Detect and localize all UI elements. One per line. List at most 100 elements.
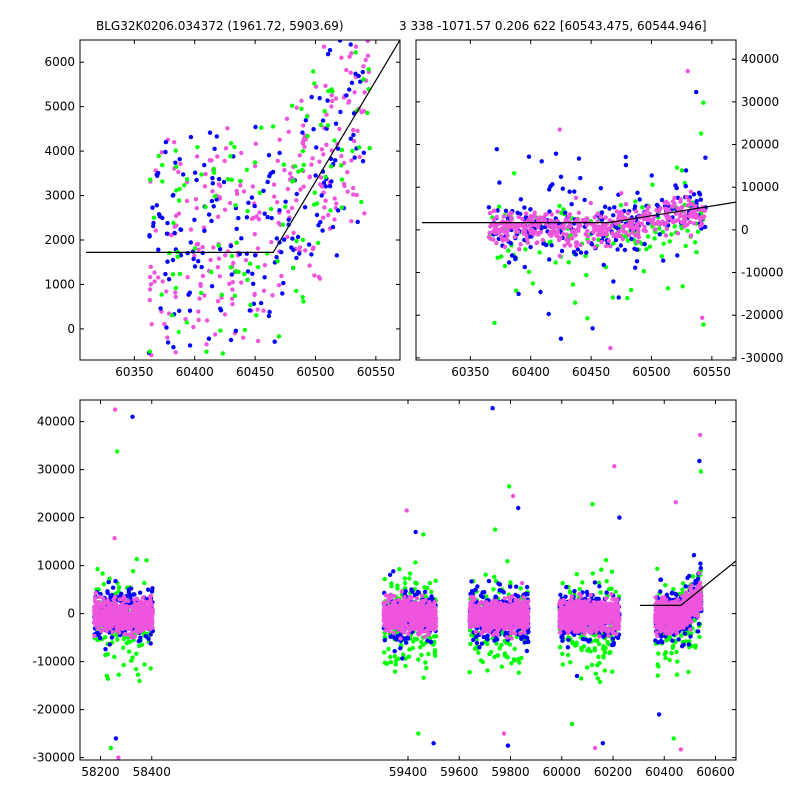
data-point-magenta: [489, 602, 493, 606]
data-point-green: [171, 221, 175, 225]
data-point-magenta: [518, 631, 522, 635]
data-point-blue: [635, 259, 639, 263]
data-point-green: [354, 50, 358, 54]
data-point-blue: [212, 147, 216, 151]
data-point-magenta: [674, 219, 678, 223]
data-point-magenta: [503, 596, 507, 600]
data-point-magenta: [275, 200, 279, 204]
data-point-outlier: [694, 90, 698, 94]
data-point-blue: [210, 176, 214, 180]
data-point-green: [136, 673, 140, 677]
data-point-blue: [335, 253, 339, 257]
data-point-magenta: [529, 231, 533, 235]
data-point-blue: [611, 213, 615, 217]
data-point-green: [199, 172, 203, 176]
data-point-blue: [497, 180, 501, 184]
data-point-green: [329, 164, 333, 168]
data-point-magenta: [196, 242, 200, 246]
data-point-magenta: [235, 189, 239, 193]
data-point-magenta: [148, 275, 152, 279]
data-point-magenta: [127, 613, 131, 617]
data-point-blue: [253, 204, 257, 208]
data-point-blue: [191, 257, 195, 261]
data-point-magenta: [120, 613, 124, 617]
data-point-green: [144, 558, 148, 562]
data-point-magenta: [402, 595, 406, 599]
data-point-magenta: [570, 236, 574, 240]
data-point-magenta: [577, 224, 581, 228]
data-point-magenta: [334, 96, 338, 100]
data-point-green: [397, 567, 401, 571]
data-point-blue: [235, 227, 239, 231]
data-point-green: [275, 259, 279, 263]
data-point-blue: [167, 277, 171, 281]
data-point-blue: [316, 223, 320, 227]
data-point-magenta: [637, 235, 641, 239]
data-point-blue: [522, 205, 526, 209]
data-point-magenta: [688, 211, 692, 215]
data-point-magenta: [627, 233, 631, 237]
data-point-magenta: [555, 209, 559, 213]
data-point-green: [248, 303, 252, 307]
y-tick-label: 0: [67, 322, 75, 336]
data-point-blue: [250, 195, 254, 199]
data-point-magenta: [675, 206, 679, 210]
data-point-green: [575, 572, 579, 576]
data-point-blue: [357, 74, 361, 78]
data-point-blue: [590, 326, 594, 330]
data-point-green: [596, 655, 600, 659]
data-point-magenta: [640, 222, 644, 226]
data-point-magenta: [517, 247, 521, 251]
data-point-blue: [624, 163, 628, 167]
data-point-magenta: [410, 617, 414, 621]
data-point-blue: [325, 98, 329, 102]
data-point-magenta: [239, 151, 243, 155]
data-point-blue: [229, 338, 233, 342]
data-point-blue: [331, 225, 335, 229]
data-point-magenta: [224, 146, 228, 150]
data-point-magenta: [195, 206, 199, 210]
data-point-green: [388, 655, 392, 659]
data-point-magenta: [505, 635, 509, 639]
data-point-blue: [194, 178, 198, 182]
data-point-blue: [131, 592, 135, 596]
data-point-blue: [171, 193, 175, 197]
data-point-magenta: [346, 189, 350, 193]
data-point-green: [383, 577, 387, 581]
data-point-magenta: [227, 282, 231, 286]
data-point-magenta: [599, 215, 603, 219]
y-tick-label: 4000: [44, 144, 75, 158]
data-point-magenta: [473, 597, 477, 601]
data-point-green: [117, 585, 121, 589]
data-point-magenta: [156, 275, 160, 279]
data-point-blue: [149, 641, 153, 645]
data-point-blue: [498, 588, 502, 592]
data-point-magenta: [211, 245, 215, 249]
data-point-magenta: [610, 231, 614, 235]
data-point-magenta: [345, 170, 349, 174]
data-point-blue: [270, 216, 274, 220]
data-point-blue: [234, 329, 238, 333]
data-point-green: [254, 313, 258, 317]
data-point-blue: [151, 221, 155, 225]
data-point-green: [117, 673, 121, 677]
data-point-blue: [110, 635, 114, 639]
data-point-green: [557, 204, 561, 208]
data-point-magenta: [605, 228, 609, 232]
data-point-green: [606, 642, 610, 646]
y-tick-label: -10000: [741, 266, 784, 280]
data-point-blue: [283, 200, 287, 204]
data-point-blue: [388, 573, 392, 577]
data-point-magenta: [627, 222, 631, 226]
data-point-green: [229, 265, 233, 269]
data-point-blue: [281, 281, 285, 285]
data-point-blue: [188, 309, 192, 313]
data-point-blue: [230, 272, 234, 276]
data-point-magenta: [216, 299, 220, 303]
data-point-blue: [507, 260, 511, 264]
data-point-magenta: [93, 596, 97, 600]
data-point-blue: [239, 236, 243, 240]
data-point-magenta: [276, 159, 280, 163]
data-point-blue: [528, 245, 532, 249]
data-point-green: [640, 205, 644, 209]
